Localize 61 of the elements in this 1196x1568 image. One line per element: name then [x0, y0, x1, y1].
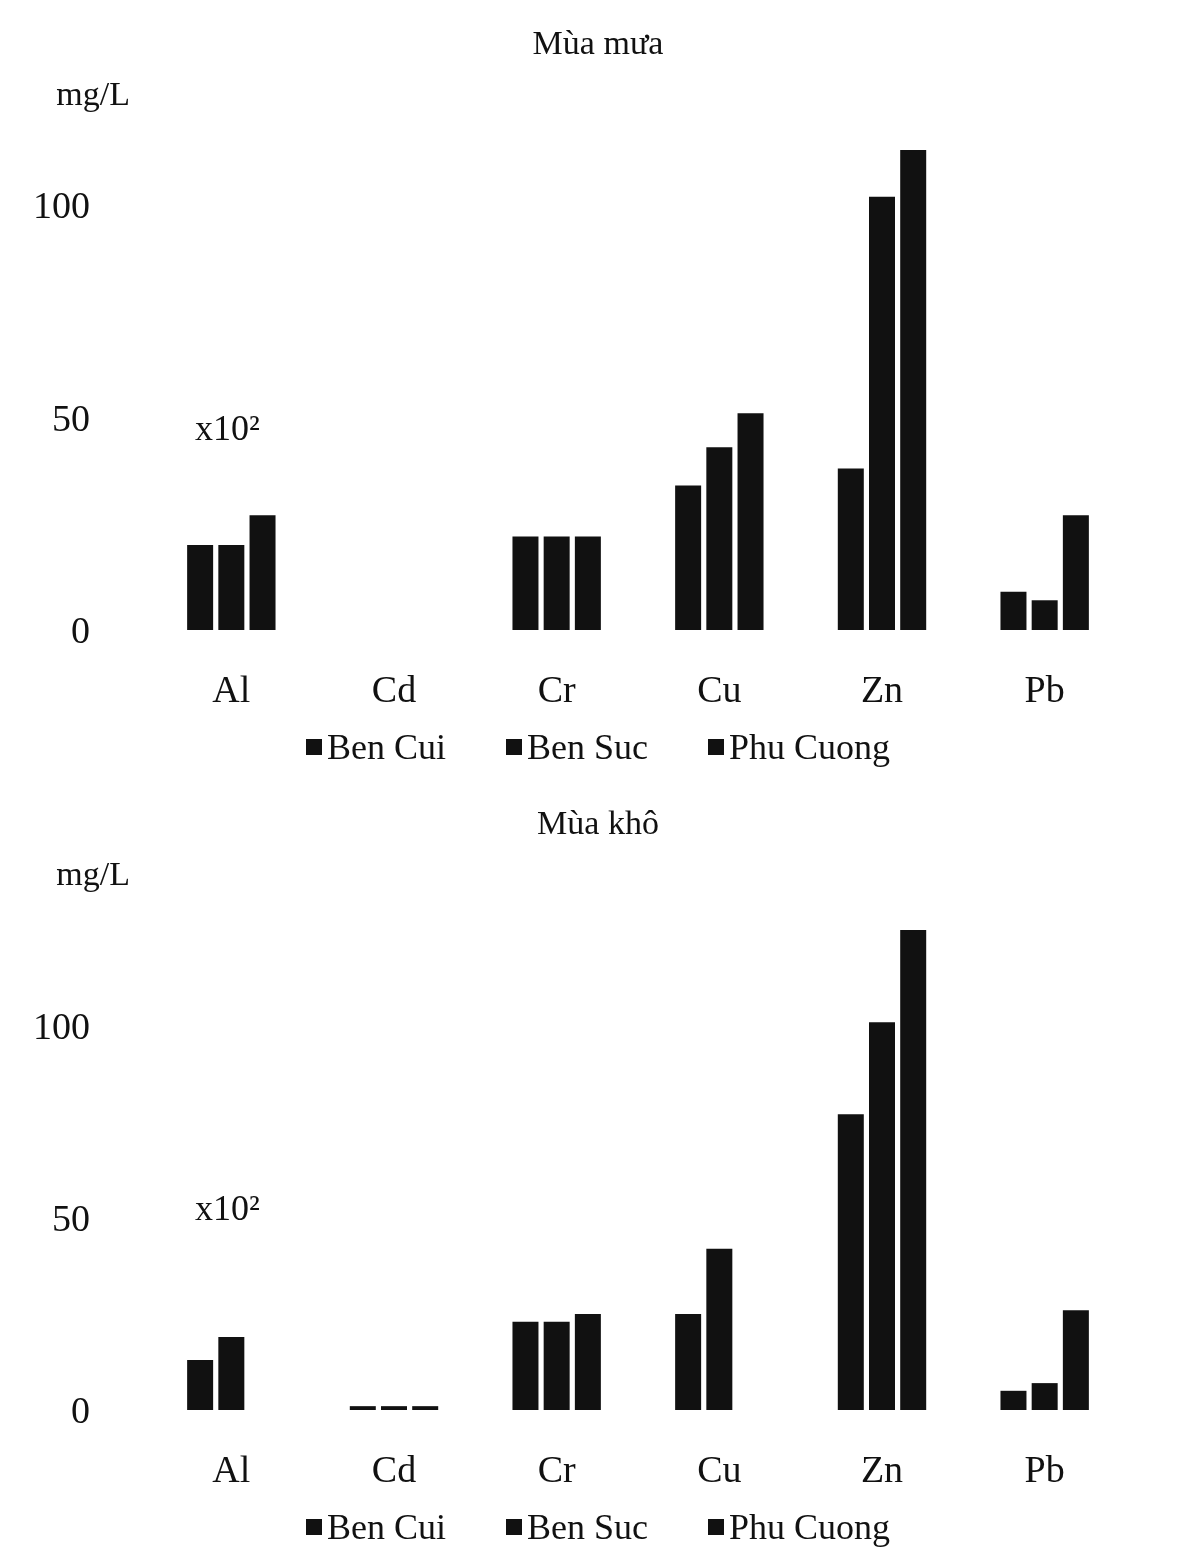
bar — [187, 1360, 214, 1410]
bar — [1062, 515, 1089, 630]
bar — [675, 1314, 702, 1410]
legend-label: Phu Cuong — [728, 1507, 891, 1547]
chart-title: Mùa mưa — [532, 23, 664, 61]
bar — [837, 1114, 864, 1410]
legend-label: Ben Cui — [326, 1507, 446, 1547]
x-tick-label: Cd — [371, 1448, 417, 1490]
x-tick-label: Cd — [371, 668, 417, 710]
bar — [543, 536, 570, 630]
bar — [869, 196, 895, 630]
annotation: x10² — [195, 408, 260, 448]
x-tick-label: Cr — [537, 1448, 577, 1490]
x-tick-label: Zn — [860, 668, 904, 710]
bar — [412, 1406, 439, 1410]
y-tick-label: 0 — [71, 609, 90, 651]
x-tick-label: Pb — [1024, 1448, 1065, 1490]
y-tick-label: 50 — [52, 1197, 90, 1239]
bar — [381, 1406, 407, 1410]
y-tick-label: 100 — [33, 1005, 90, 1047]
legend-label: Ben Suc — [526, 727, 648, 767]
bar — [1031, 1383, 1058, 1410]
y-axis-title: mg/L — [56, 854, 130, 892]
chart-title: Mùa khô — [537, 803, 659, 841]
bar — [1000, 591, 1027, 630]
bar — [574, 536, 601, 630]
annotation: x10² — [195, 1188, 260, 1228]
bar — [737, 413, 764, 630]
bar — [706, 447, 733, 630]
bar — [543, 1321, 570, 1410]
bar — [706, 1248, 733, 1410]
y-axis-title: mg/L — [56, 74, 130, 112]
bar — [512, 536, 539, 630]
bar — [218, 1337, 245, 1410]
bar — [349, 1406, 376, 1410]
bar — [837, 468, 864, 630]
y-tick-label: 50 — [52, 396, 90, 439]
legend-label: Ben Cui — [326, 727, 446, 767]
x-tick-label: Pb — [1024, 668, 1065, 710]
x-tick-label: Al — [212, 668, 251, 710]
bar — [1031, 600, 1058, 630]
bar — [900, 930, 927, 1410]
x-tick-label: Zn — [860, 1448, 904, 1490]
y-tick-label: 0 — [71, 1389, 90, 1431]
bar — [900, 150, 927, 630]
bar — [869, 1022, 895, 1410]
legend-label: Phu Cuong — [728, 727, 891, 767]
bar — [187, 545, 214, 630]
x-tick-label: Cu — [697, 668, 742, 710]
bar — [249, 515, 276, 630]
x-tick-label: Cu — [697, 1448, 742, 1490]
bar — [512, 1321, 539, 1410]
x-tick-label: Al — [212, 1448, 251, 1490]
bar — [574, 1314, 601, 1410]
bar — [1062, 1310, 1089, 1410]
bar — [1000, 1390, 1027, 1410]
bar — [218, 545, 245, 630]
y-tick-label: 100 — [33, 184, 90, 227]
x-tick-label: Cr — [537, 668, 577, 710]
legend-label: Ben Suc — [526, 1507, 648, 1547]
bar — [675, 485, 702, 630]
